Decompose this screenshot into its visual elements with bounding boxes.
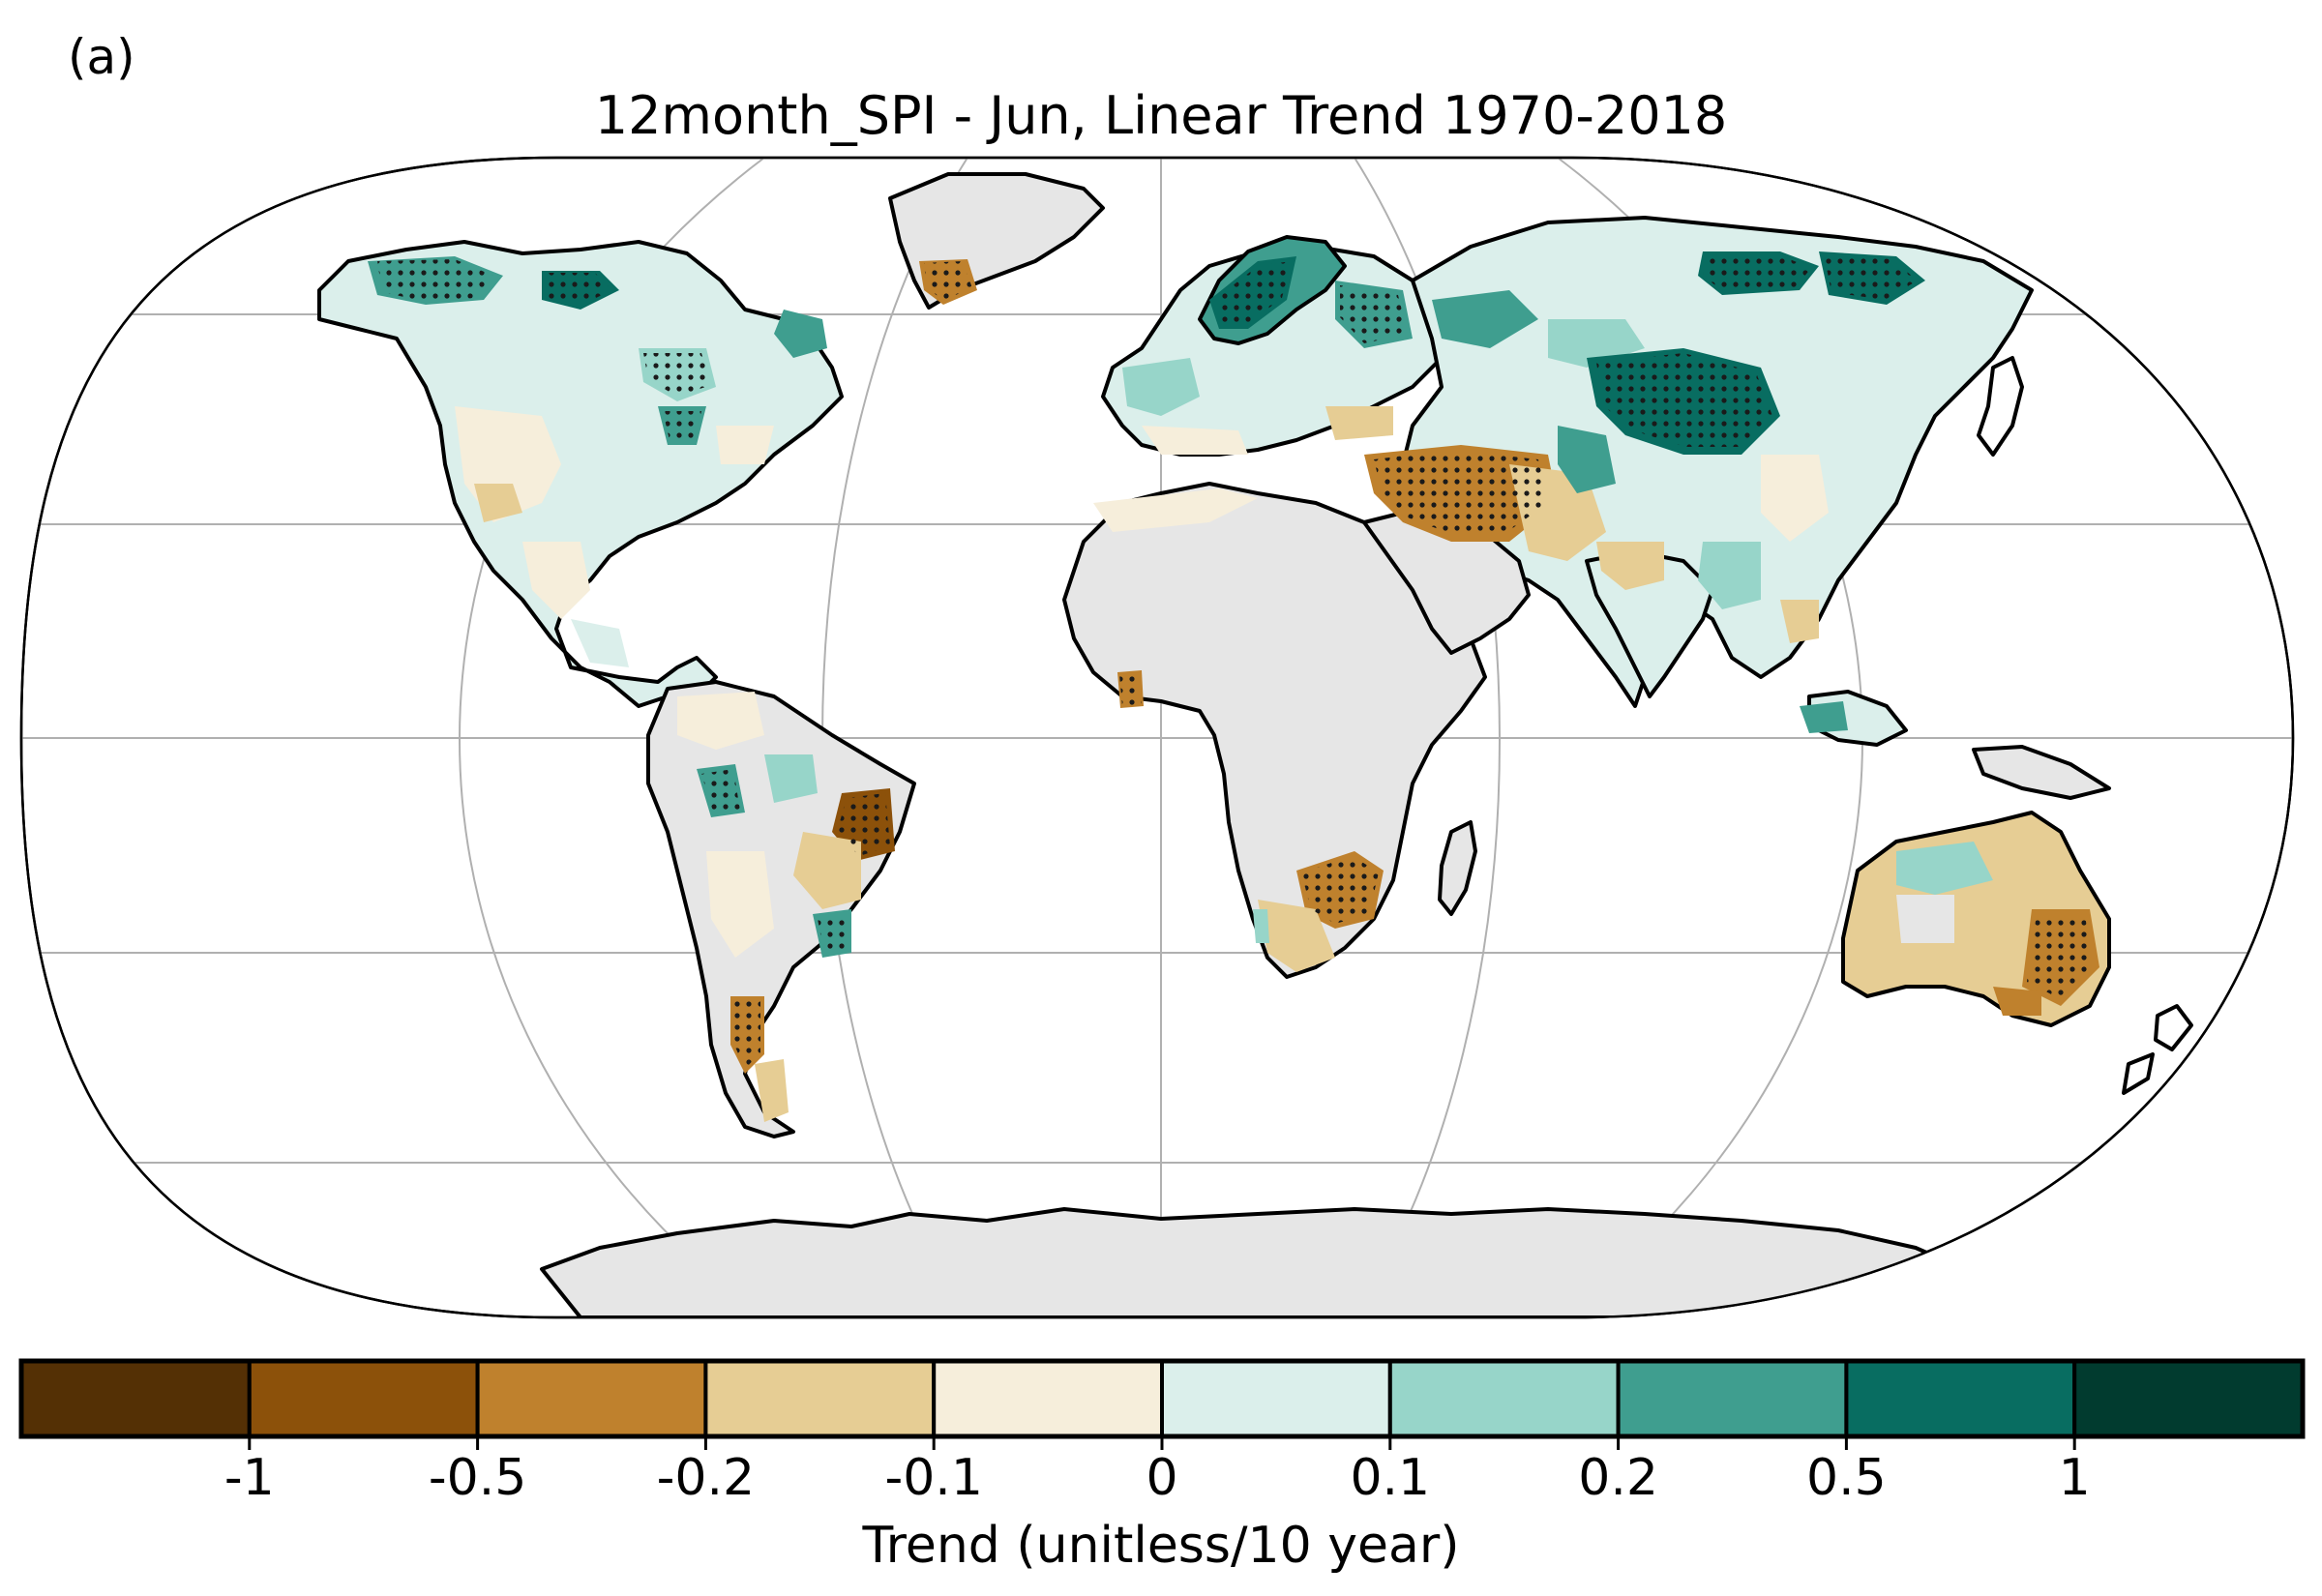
trend-patch-eu-east [1325,406,1393,440]
stipple-asia-mongolia [1596,353,1772,447]
stipple-sa-patagonia [733,1001,760,1069]
stipple-greenland [924,261,972,300]
trend-patch-na-southeast [716,426,774,464]
colorbar-tick-label: -0.2 [656,1449,756,1507]
trend-patch-australia-northwest [1896,842,1993,895]
trend-patch-sa-amazon [764,754,818,803]
stipple-sa-northeast [837,793,890,856]
trend-patch-sa-central [793,832,861,909]
colorbar-tick-label: 0.5 [1806,1449,1887,1507]
stipple-sa-south [818,914,848,953]
colorbar-tick-label: -1 [223,1449,275,1507]
significance-stippling [377,253,2092,1069]
india [1585,549,1714,698]
stipple-na-canada [547,273,611,306]
trend-patch-north-africa [1093,488,1258,532]
trend-patch-asia-southeast [1780,600,1819,643]
colorbar-label: Trend (unitless/10 year) [862,1517,1460,1575]
trend-patch-eu-south [1142,426,1248,455]
colorbar-bin-3 [703,1359,937,1438]
trend-patch-asia-south-china [1698,542,1761,609]
stipple-middle-east [1374,450,1548,534]
trend-patch-australia-south [1993,987,2041,1016]
trend-patch-na-mexico [522,542,590,619]
trend-patch-na-southwest [474,484,522,522]
colorbar-tick-label: 0.2 [1578,1449,1658,1507]
colorbar-bin-0 [19,1359,252,1438]
colorbar-tick-label: 1 [2058,1449,2091,1507]
stipple-na-alaska [377,259,493,302]
map-title: 12month_SPI - Jun, Linear Trend 1970-201… [594,85,1728,146]
stipple-asia-siberia-east [1824,254,1918,300]
trend-patch-asia-northwest-china [1558,426,1616,493]
colorbar-tick-label: 0.1 [1350,1449,1431,1507]
colorbar-bin-4 [932,1359,1165,1438]
colorbar-bin-8 [1844,1359,2077,1438]
colorbar-tick-label: -0.5 [428,1449,527,1507]
colorbar-tick-label: -0.1 [884,1449,983,1507]
panel-label: (a) [68,29,135,85]
stipple-australia-east [2027,914,2092,998]
stipple-southern-africa [1301,856,1379,924]
colorbar-bin-1 [247,1359,480,1438]
trend-patch-sa-west [706,851,774,958]
colorbar-tick-label: 0 [1146,1449,1178,1507]
trend-patch-asia-indonesia [1800,701,1848,733]
trend-patch-asia-india [1596,542,1664,590]
trend-patch-australia-interior [1896,895,1954,943]
trend-patch-sa-north [677,692,764,750]
colorbar-bin-5 [1160,1359,1392,1438]
new-guinea [1972,745,2111,800]
colorbar-bin-9 [2072,1359,2305,1438]
trend-patch-na-central [571,619,629,667]
trend-patch-sa-southern-cone [755,1059,789,1122]
world-map [19,156,2295,1319]
japan [1977,356,2024,457]
stipple-eu-scandinavia [1214,261,1292,324]
globe-border [19,156,2295,1319]
stipple-asia-siberia-north [1703,253,1811,292]
madagascar [1438,820,1477,916]
colorbar-bin-2 [475,1359,708,1438]
stipple-na-midwest [663,411,701,440]
new-zealand [2122,1004,2193,1095]
trend-patch-na-hudson [774,310,827,358]
trend-patch-asia-west-siberia [1432,290,1538,348]
trend-patch-south-africa [1258,900,1335,972]
trend-patch-southwest-africa [1253,909,1269,943]
stipple-west-africa [1119,672,1142,706]
trend-patch-eu-west [1122,358,1200,416]
colorbar-bin-7 [1616,1359,1849,1438]
north-america [317,240,844,708]
stipple-sa-amazon [701,769,740,814]
colorbar-bin-6 [1387,1359,1621,1438]
stipple-na-plains [643,353,711,397]
trend-patch-asia-east-china [1761,455,1829,542]
stipple-eu-russia [1340,285,1408,343]
